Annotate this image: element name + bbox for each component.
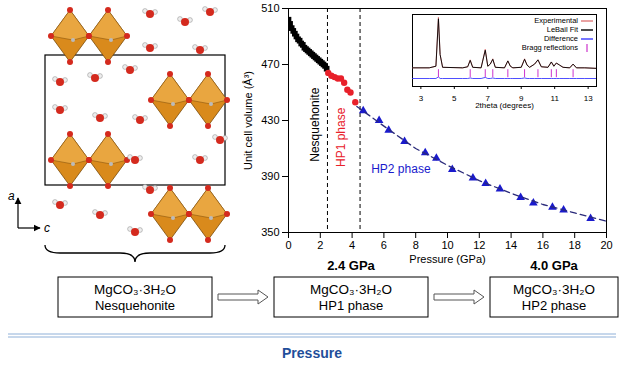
svg-text:HP1 phase: HP1 phase (319, 298, 383, 313)
svg-text:6: 6 (381, 239, 387, 251)
svg-text:350: 350 (261, 226, 279, 238)
svg-text:3: 3 (419, 94, 424, 103)
svg-text:Pressure: Pressure (282, 345, 342, 361)
svg-text:12: 12 (473, 239, 485, 251)
svg-text:HP2 phase: HP2 phase (522, 298, 586, 313)
svg-text:20: 20 (600, 239, 612, 251)
svg-text:Nesquehonite: Nesquehonite (308, 87, 322, 161)
svg-text:390: 390 (261, 170, 279, 182)
svg-text:0: 0 (285, 239, 291, 251)
svg-text:c: c (44, 221, 50, 235)
svg-text:2: 2 (317, 239, 323, 251)
svg-text:a: a (8, 189, 15, 203)
svg-text:470: 470 (261, 58, 279, 70)
svg-text:5: 5 (452, 94, 457, 103)
svg-text:16: 16 (537, 239, 549, 251)
svg-text:11: 11 (551, 94, 560, 103)
svg-text:MgCO₃·3H₂O: MgCO₃·3H₂O (513, 282, 595, 297)
html-text:Bragg reflections: Bragg reflections (521, 43, 578, 52)
svg-text:14: 14 (505, 239, 517, 251)
html-text:Difference: Difference (544, 34, 578, 43)
svg-text:MgCO₃·3H₂O: MgCO₃·3H₂O (94, 282, 176, 297)
svg-text:9: 9 (519, 94, 524, 104)
svg-text:10: 10 (441, 239, 453, 251)
svg-text:4.0 GPa: 4.0 GPa (530, 258, 578, 273)
svg-text:13: 13 (584, 94, 593, 103)
svg-text:510: 510 (261, 2, 279, 14)
svg-text:4: 4 (349, 239, 355, 251)
html-text:LeBail Fit: LeBail Fit (546, 25, 578, 34)
svg-text:8: 8 (413, 239, 419, 251)
svg-text:HP1 phase: HP1 phase (334, 107, 348, 167)
svg-text:2theta (degrees): 2theta (degrees) (475, 101, 534, 110)
svg-text:Nesquehonite: Nesquehonite (95, 298, 175, 313)
svg-text:7: 7 (485, 94, 490, 104)
svg-text:Pressure (GPa): Pressure (GPa) (409, 253, 485, 265)
svg-text:18: 18 (569, 239, 581, 251)
svg-text:MgCO₃·3H₂O: MgCO₃·3H₂O (310, 282, 392, 297)
html-text:Experimental: Experimental (534, 16, 578, 25)
svg-text:Unit cell volume (Å³): Unit cell volume (Å³) (242, 71, 254, 170)
svg-text:HP2 phase: HP2 phase (371, 162, 431, 176)
svg-text:430: 430 (261, 114, 279, 126)
svg-text:2.4 GPa: 2.4 GPa (327, 258, 375, 273)
